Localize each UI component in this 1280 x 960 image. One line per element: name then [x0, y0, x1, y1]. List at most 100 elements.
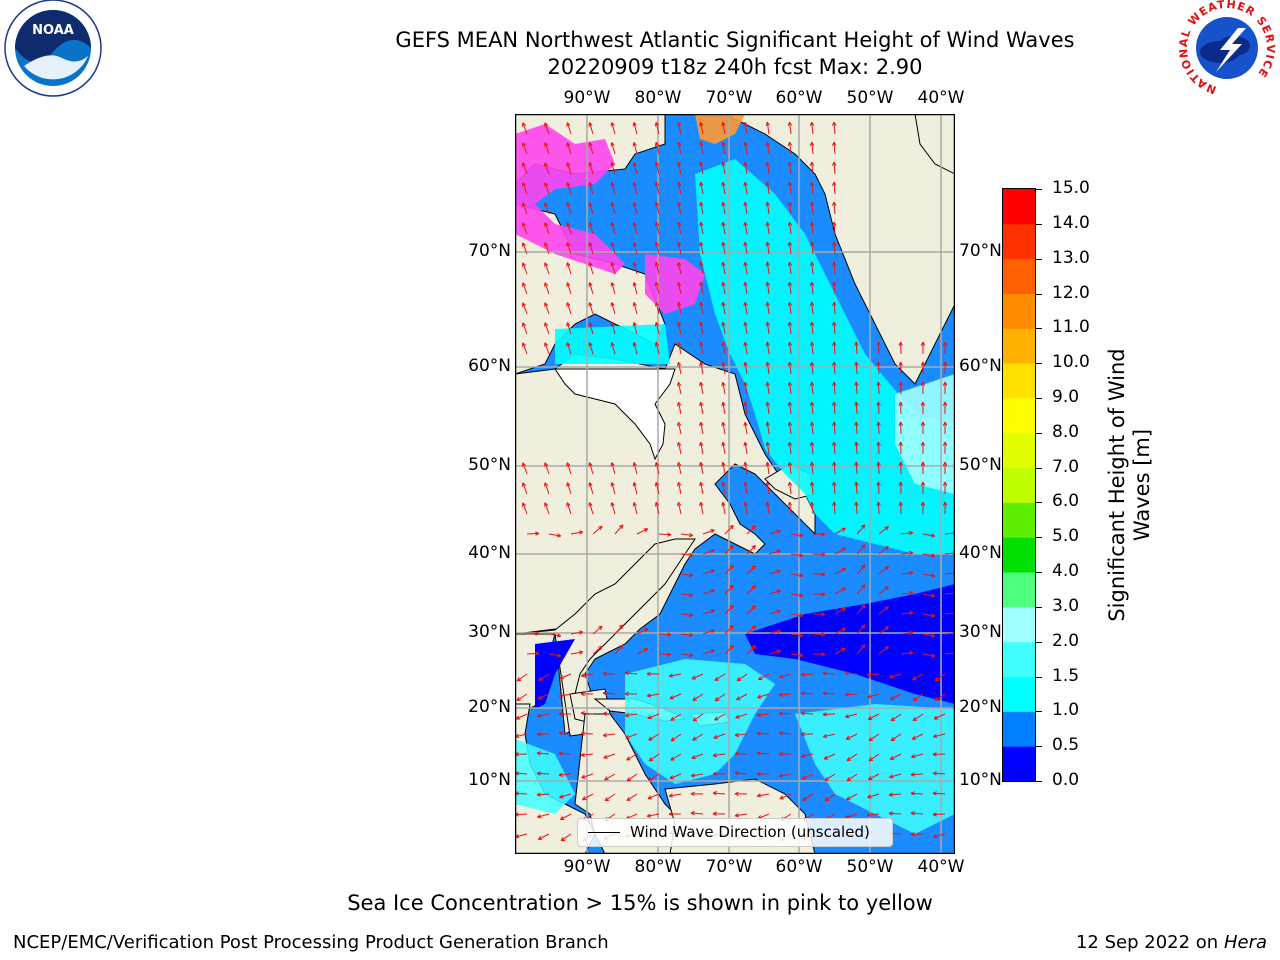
wave-arrow-head: [654, 322, 657, 327]
wave-direction-arrow: [611, 282, 616, 295]
wave-arrow-head: [833, 281, 837, 286]
wave-direction-arrow: [544, 342, 550, 355]
wave-direction-arrow: [537, 813, 550, 818]
wave-direction-arrow: [790, 533, 803, 537]
wave-direction-arrow: [757, 713, 770, 716]
wave-direction-arrow: [655, 162, 660, 175]
wave-arrow-head: [766, 361, 770, 366]
wave-direction-arrow: [592, 625, 603, 635]
wave-arrow-head: [677, 222, 679, 227]
wave-arrow-head: [942, 501, 946, 506]
wave-arrow-head: [646, 813, 651, 817]
wave-arrow-head: [712, 811, 717, 815]
wave-direction-arrow: [636, 528, 649, 535]
wave-arrow-head: [756, 773, 761, 777]
wave-arrow-head: [766, 161, 770, 166]
wave-arrow-head: [884, 626, 889, 628]
wave-arrow-head: [888, 792, 893, 796]
wave-arrow-head: [700, 421, 704, 426]
wave-arrow-head: [753, 645, 756, 650]
wave-arrow-head: [821, 633, 826, 637]
wave-arrow-head: [678, 161, 682, 166]
wave-arrow-head: [700, 301, 704, 306]
wave-direction-arrow: [700, 422, 704, 435]
wave-arrow-head: [787, 141, 790, 147]
wave-arrow-head: [931, 653, 936, 657]
lat-tick-label-left: 40°N: [468, 543, 511, 563]
wave-direction-arrow: [878, 566, 889, 575]
wave-arrow-head: [832, 141, 835, 146]
wave-arrow-head: [561, 839, 566, 842]
wave-direction-arrow: [677, 162, 682, 175]
wave-direction-arrow: [766, 222, 770, 235]
wave-direction-arrow: [789, 322, 792, 335]
wave-arrow-head: [736, 696, 740, 701]
wave-direction-arrow: [722, 182, 726, 195]
wave-arrow-head: [536, 771, 541, 774]
colorbar-tick-label: 15.0: [1052, 178, 1090, 198]
wave-arrow-head: [854, 341, 857, 346]
wave-arrow-head: [877, 381, 881, 386]
wave-direction-arrow: [548, 633, 561, 637]
wave-direction-arrow: [526, 652, 540, 655]
wave-arrow-head: [734, 815, 740, 818]
wave-arrow-head: [578, 530, 583, 533]
wave-arrow-head: [721, 502, 724, 507]
wave-direction-arrow: [800, 673, 814, 676]
wave-direction-arrow: [766, 402, 770, 415]
wave-arrow-head: [867, 776, 872, 780]
wave-arrow-head: [669, 775, 673, 779]
wave-arrow-head: [776, 589, 781, 592]
wave-direction-arrow: [522, 142, 528, 155]
wave-direction-arrow: [845, 733, 858, 740]
wave-arrow-head: [566, 262, 568, 267]
wave-direction-arrow: [669, 693, 682, 700]
wave-direction-arrow: [722, 162, 726, 175]
wave-arrow-head: [624, 671, 629, 674]
wave-direction-arrow: [878, 586, 889, 595]
wave-arrow-head: [700, 341, 704, 346]
wave-direction-arrow: [856, 524, 866, 535]
wave-arrow-head: [877, 361, 881, 366]
wave-arrow-head: [898, 381, 902, 386]
wave-arrow-head: [811, 421, 815, 426]
chart-title: GEFS MEAN Northwest Atlantic Significant…: [395, 28, 1075, 52]
wave-arrow-head: [700, 161, 704, 166]
wave-arrow-head: [700, 201, 704, 206]
wave-arrow-head: [588, 502, 590, 507]
wave-direction-arrow: [603, 733, 616, 736]
wave-arrow-head: [603, 757, 608, 759]
wave-arrow-head: [677, 342, 679, 347]
wave-arrow-head: [677, 502, 679, 507]
wave-arrow-head: [621, 644, 624, 649]
wave-arrow-head: [647, 795, 651, 800]
colorbar-tick-label: 6.0: [1052, 491, 1080, 512]
wave-arrow-head: [603, 754, 607, 759]
colorbar-frame: [1002, 188, 1036, 782]
wave-arrow-head: [692, 717, 696, 722]
wave-arrow-head: [699, 222, 702, 227]
wave-arrow-head: [517, 679, 522, 682]
lon-tick-label-top: 80°W: [634, 88, 682, 108]
wave-arrow-head: [811, 281, 815, 286]
wave-arrow-head: [931, 633, 936, 637]
wave-direction-arrow: [680, 533, 693, 536]
wave-direction-arrow: [878, 526, 889, 535]
wave-direction-arrow: [833, 461, 836, 475]
wave-direction-arrow: [580, 712, 594, 715]
colorbar-tick: [1036, 328, 1042, 330]
wave-arrow-head: [854, 381, 857, 386]
wave-arrow-head: [699, 162, 702, 167]
wave-direction-arrow: [811, 142, 814, 155]
wave-direction-arrow: [746, 625, 756, 635]
wave-arrow-head: [689, 652, 694, 656]
wave-arrow-head: [756, 771, 761, 775]
wave-arrow-head: [912, 716, 916, 721]
wave-arrow-head: [789, 121, 793, 126]
wave-arrow-head: [888, 812, 893, 816]
wave-arrow-head: [800, 753, 805, 757]
wave-arrow-head: [544, 202, 549, 206]
wave-arrow-head: [823, 736, 828, 739]
wave-direction-arrow: [822, 713, 836, 715]
wave-arrow-head: [699, 282, 702, 287]
